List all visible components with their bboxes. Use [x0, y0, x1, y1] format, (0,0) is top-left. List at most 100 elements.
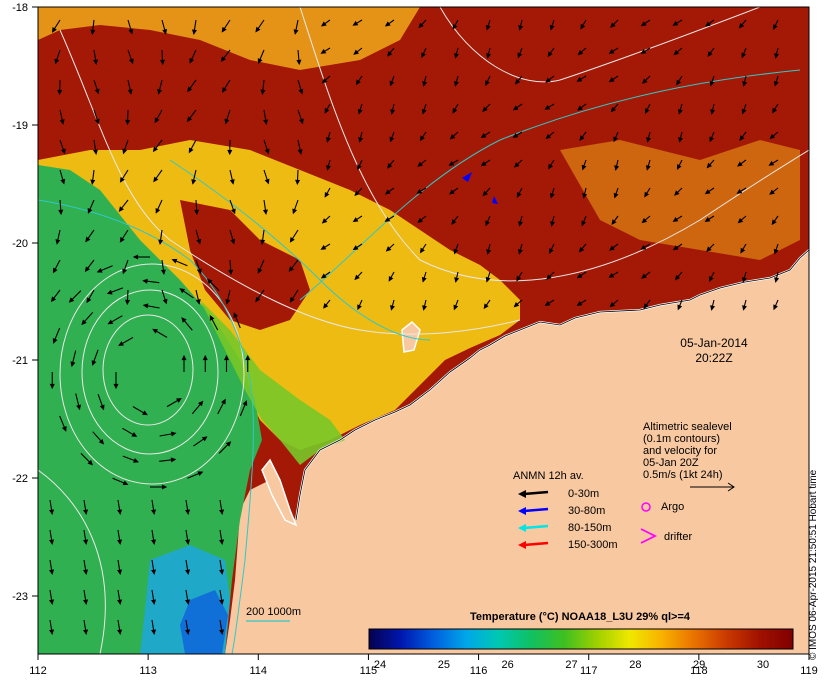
scale-arrow-icon: [690, 482, 735, 492]
velocity-arrow: [68, 290, 82, 303]
velocity-arrow: [709, 131, 715, 143]
velocity-arrow: [326, 159, 331, 171]
velocity-arrow: [113, 372, 119, 390]
y-axis: -18 -19 -20 -21 -22 -23: [12, 2, 38, 603]
velocity-arrow: [422, 75, 428, 87]
velocity-arrow: [709, 75, 715, 87]
velocity-arrow: [293, 19, 299, 35]
velocity-arrow: [58, 199, 64, 216]
velocity-arrow: [774, 271, 780, 283]
velocity-arrow: [191, 169, 197, 185]
velocity-arrow: [741, 47, 747, 59]
velocity-arrow: [773, 299, 779, 311]
velocity-arrow: [485, 271, 491, 283]
velocity-arrow: [547, 47, 555, 58]
velocity-arrow: [417, 159, 427, 167]
velocity-arrow: [454, 47, 459, 59]
velocity-arrow: [548, 159, 555, 170]
velocity-arrow: [419, 243, 427, 254]
velocity-arrow: [70, 350, 77, 368]
velocity-arrow: [389, 131, 395, 143]
velocity-arrow: [245, 354, 251, 372]
velocity-arrow: [321, 75, 331, 84]
velocity-arrow: [187, 471, 204, 479]
velocity-arrow: [581, 215, 587, 227]
velocity-arrow: [132, 254, 150, 260]
altimetric-line-2: (0.1m contours): [643, 433, 720, 445]
y-tick-label: -21: [12, 355, 28, 367]
y-tick-label: -23: [12, 591, 28, 603]
velocity-arrow: [357, 299, 363, 311]
velocity-arrow: [576, 299, 587, 306]
velocity-arrow: [219, 529, 225, 545]
velocity-arrow: [83, 499, 89, 515]
velocity-arrow: [52, 327, 61, 344]
velocity-arrow: [263, 109, 269, 125]
y-tick-label: -20: [12, 238, 28, 250]
velocity-arrow: [289, 229, 299, 243]
velocity-arrow: [292, 199, 299, 215]
velocity-arrow: [577, 47, 587, 56]
velocity-arrow: [388, 271, 395, 282]
velocity-arrow: [49, 559, 55, 575]
velocity-arrow: [740, 243, 747, 254]
colorbar-tick-label: 28: [629, 659, 641, 671]
velocity-arrow: [576, 75, 587, 82]
sst-lightgreen-fringe: [200, 300, 345, 465]
velocity-arrow: [706, 159, 715, 169]
velocity-arrow: [185, 529, 191, 545]
velocity-arrow: [644, 187, 651, 198]
velocity-arrow: [297, 109, 304, 125]
velocity-arrow: [640, 47, 651, 54]
velocity-arrow: [80, 452, 94, 466]
velocity-arrow: [674, 271, 683, 281]
velocity-arrow: [580, 19, 587, 30]
velocity-arrow: [320, 271, 331, 279]
velocity-arrow: [486, 47, 492, 59]
velocity-arrow: [704, 215, 715, 222]
velocity-arrow: [326, 131, 331, 143]
velocity-arrow: [257, 49, 265, 64]
velocity-arrow: [122, 259, 129, 275]
velocity-arrow: [545, 131, 555, 140]
velocity-arrow: [514, 75, 523, 85]
velocity-arrow: [448, 187, 459, 195]
velocity-arrow: [239, 400, 248, 417]
velocity-arrow: [122, 455, 139, 463]
velocity-arrow: [159, 457, 177, 463]
velocity-arrow: [288, 259, 299, 272]
velocity-arrow: [773, 75, 779, 87]
velocity-arrow: [159, 431, 177, 437]
velocity-arrow: [482, 187, 491, 197]
colorbar-tick-label: 25: [438, 659, 450, 671]
velocity-arrow: [93, 79, 100, 95]
velocity-arrow: [127, 79, 133, 95]
velocity-arrow: [737, 159, 747, 167]
velocity-arrow: [449, 131, 459, 140]
colorbar-gradient: [368, 628, 794, 650]
velocity-arrow: [676, 159, 683, 170]
velocity-arrow: [49, 589, 55, 605]
velocity-arrow: [221, 79, 231, 93]
altimetric-line-3: and velocity for: [643, 445, 717, 457]
velocity-arrow: [677, 103, 683, 115]
altimetric-note: Altimetric sealevel (0.1m contours) and …: [643, 421, 735, 492]
anmn-entry-label: 150-300m: [568, 539, 618, 551]
velocity-arrow: [97, 394, 105, 411]
velocity-arrow: [704, 187, 715, 195]
velocity-arrow: [546, 271, 555, 280]
arrow-red-head: [518, 541, 526, 549]
velocity-arrow: [132, 406, 148, 416]
arrow-blue-icon: [523, 507, 549, 513]
velocity-arrow: [118, 336, 134, 346]
velocity-arrow: [81, 311, 94, 326]
velocity-arrow: [352, 243, 363, 251]
velocity-arrow: [185, 589, 191, 605]
velocity-arrow: [83, 619, 89, 635]
velocity-arrow: [613, 131, 619, 143]
velocity-arrow: [353, 47, 363, 55]
velocity-arrow: [577, 103, 587, 111]
altimetric-line-4: 05-Jan 20Z: [643, 457, 699, 469]
velocity-arrow: [485, 19, 491, 31]
